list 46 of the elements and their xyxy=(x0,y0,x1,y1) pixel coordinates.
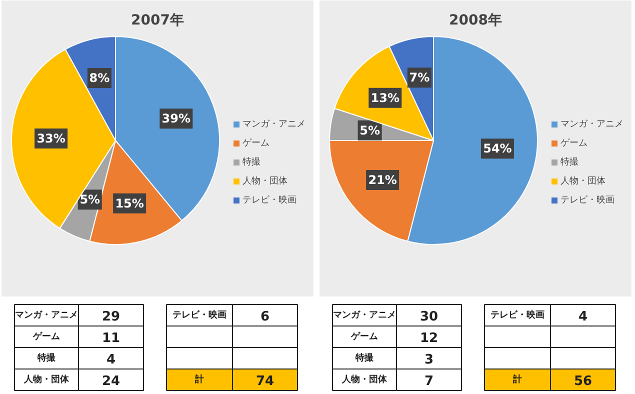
data-label: 39% xyxy=(162,112,191,126)
legend-label: マンガ・アニメ xyxy=(242,120,306,130)
legend-label: 特撮 xyxy=(560,156,578,168)
legend-label: 人物・団体 xyxy=(560,176,606,186)
data-label: 5% xyxy=(360,123,380,138)
text: 4 xyxy=(106,352,116,368)
text: 29 xyxy=(102,309,120,324)
category-label: テレビ・映画 xyxy=(172,310,226,320)
category-label: 特撮 xyxy=(356,353,374,364)
legend-label: テレビ・映画 xyxy=(560,194,614,206)
category-label: 人物・団体 xyxy=(342,374,387,385)
text: 56 xyxy=(574,374,592,389)
text: 7 xyxy=(424,374,434,389)
data-label: 5% xyxy=(80,192,100,207)
data-label: 15% xyxy=(115,196,144,210)
text: 11 xyxy=(102,330,120,346)
category-label: テレビ・映画 xyxy=(490,310,544,320)
legend-label: ゲーム xyxy=(560,138,588,148)
chart-title: 2008年 xyxy=(449,12,502,28)
data-label: 33% xyxy=(36,131,66,146)
text: 24 xyxy=(102,374,120,389)
legend-label: テレビ・映画 xyxy=(242,194,296,206)
text: 計 xyxy=(194,374,204,385)
text: 12 xyxy=(420,330,438,346)
data-label: 7% xyxy=(409,70,430,85)
data-label: 54% xyxy=(483,142,512,156)
data-label: 13% xyxy=(370,90,400,105)
slice-label: マンガ・アニメ xyxy=(333,309,396,320)
category-label: 特撮 xyxy=(38,353,56,364)
legend-label: マンガ・アニメ xyxy=(560,120,624,130)
legend-label: ゲーム xyxy=(242,138,270,148)
data-label: 21% xyxy=(368,173,397,188)
category-label: ゲーム xyxy=(33,332,60,342)
text: 6 xyxy=(260,309,270,324)
category-label: 人物・団体 xyxy=(24,374,69,385)
legend-label: 特撮 xyxy=(242,156,260,168)
category-label: ゲーム xyxy=(351,332,378,342)
data-label: 8% xyxy=(89,71,110,86)
text: 3 xyxy=(424,352,434,368)
text: 4 xyxy=(578,309,588,324)
text: 30 xyxy=(420,309,438,324)
text: 74 xyxy=(256,374,274,389)
legend-label: 人物・団体 xyxy=(242,176,288,186)
category-label: マンガ・アニメ xyxy=(15,310,78,320)
text: 計 xyxy=(512,374,522,385)
chart-title: 2007年 xyxy=(131,12,184,28)
